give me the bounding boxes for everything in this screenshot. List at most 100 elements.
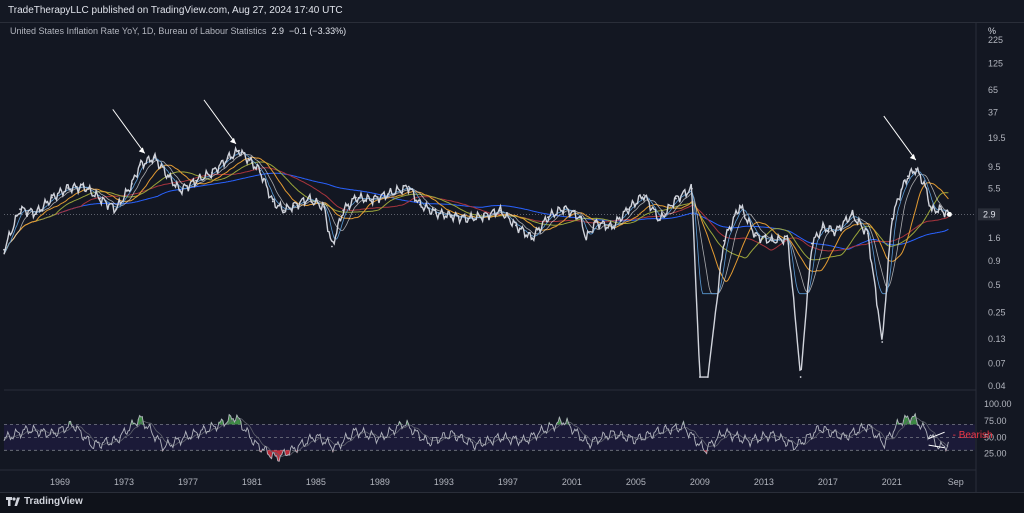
- tradingview-brand[interactable]: TradingView: [24, 496, 83, 507]
- x-tick-label: 1985: [306, 477, 326, 487]
- data-point: [139, 163, 141, 166]
- oscillator-tick-label: 50.00: [984, 432, 1007, 442]
- series-legend[interactable]: United States Inflation Rate YoY, 1D, Bu…: [10, 26, 346, 36]
- data-point: [810, 242, 813, 245]
- data-point: [850, 213, 853, 216]
- data-point: [881, 341, 884, 343]
- annotation-arrow-head: [138, 147, 145, 154]
- x-tick-label: 1993: [434, 477, 454, 487]
- data-point: [922, 181, 925, 184]
- data-point: [738, 204, 741, 207]
- data-point: [435, 212, 437, 214]
- data-point: [483, 214, 485, 217]
- x-tick-label: 1973: [114, 477, 134, 487]
- data-point: [259, 169, 261, 172]
- data-point: [292, 204, 295, 207]
- x-tick-label: 2017: [818, 477, 838, 487]
- y-tick-label: 0.04: [988, 381, 1006, 391]
- data-point: [594, 221, 597, 223]
- data-point: [251, 161, 253, 164]
- data-point: [585, 237, 588, 240]
- data-point: [115, 208, 117, 211]
- last-value: 2.9: [271, 26, 285, 36]
- data-point: [722, 239, 725, 242]
- current-value-tag: [978, 208, 1000, 221]
- x-tick-label: 1981: [242, 477, 262, 487]
- data-point: [900, 188, 903, 191]
- data-point: [822, 226, 824, 229]
- data-point: [153, 156, 156, 159]
- y-tick-label: 5.5: [988, 184, 1001, 194]
- data-point: [930, 209, 933, 212]
- y-tick-label: 65: [988, 85, 998, 95]
- data-point: [498, 209, 501, 212]
- data-point: [3, 248, 5, 251]
- change-value: −0.1 (−3.33%): [289, 26, 347, 36]
- data-point: [698, 376, 701, 378]
- y-tick-label: 0.5: [988, 280, 1001, 290]
- annotation-arrow-line: [112, 109, 146, 154]
- data-point: [195, 179, 197, 182]
- bearish-divergence-line: [928, 444, 945, 449]
- ma-mid-line: [3, 153, 949, 295]
- data-point: [690, 187, 693, 190]
- x-tick-label: 1989: [370, 477, 390, 487]
- x-tick-label: 2021: [882, 477, 902, 487]
- x-tick-label: 1997: [498, 477, 518, 487]
- bearish-divergence-line: [928, 431, 945, 440]
- current-value-label: 2.9: [983, 209, 996, 219]
- publish-bar: [0, 0, 1024, 23]
- annotation-arrow-head: [909, 154, 916, 161]
- x-tick-label: 1969: [50, 477, 70, 487]
- y-tick-label: 37: [988, 107, 998, 117]
- data-point: [642, 194, 645, 196]
- data-point: [211, 171, 213, 174]
- data-point: [131, 183, 133, 185]
- oscillator-tick-label: 100.00: [984, 399, 1012, 409]
- data-point: [754, 234, 757, 237]
- y-tick-label: 0.9: [988, 256, 1001, 266]
- oscillator-tick-label: 25.00: [984, 449, 1007, 459]
- data-point: [35, 212, 37, 214]
- x-tick-label: Sep: [948, 477, 964, 487]
- annotation-arrow-line: [883, 115, 917, 161]
- data-point: [770, 239, 773, 242]
- data-point: [799, 376, 802, 378]
- data-point: [342, 209, 345, 212]
- y-tick-label: 19.5: [988, 133, 1006, 143]
- ma-fast-line: [3, 151, 949, 295]
- data-point: [866, 232, 869, 235]
- data-point: [167, 175, 170, 178]
- data-point: [371, 198, 373, 201]
- data-point: [834, 230, 837, 233]
- data-point: [387, 193, 389, 196]
- data-point: [179, 189, 181, 192]
- data-point: [626, 208, 629, 211]
- data-point: [19, 208, 21, 211]
- data-point: [283, 209, 285, 212]
- data-point: [914, 168, 917, 170]
- data-point: [786, 237, 789, 240]
- data-point: [578, 216, 581, 219]
- ma-olive-line: [3, 161, 949, 261]
- data-point: [514, 224, 517, 227]
- oscillator-line: [3, 412, 949, 462]
- x-tick-label: 2013: [754, 477, 774, 487]
- data-point: [407, 185, 410, 188]
- data-point: [67, 187, 69, 189]
- publish-info: TradeTherapyLLC published on TradingView…: [8, 5, 343, 16]
- x-tick-label: 1977: [178, 477, 198, 487]
- footer-bar: [0, 492, 1024, 513]
- data-point: [610, 226, 613, 229]
- data-point: [674, 197, 677, 200]
- data-point: [938, 208, 941, 211]
- axis-unit-label[interactable]: %: [987, 26, 996, 36]
- data-point: [227, 157, 229, 160]
- data-point: [51, 196, 53, 199]
- x-tick-label: 2001: [562, 477, 582, 487]
- y-tick-label: 125: [988, 59, 1003, 69]
- data-point: [706, 376, 709, 378]
- data-point: [355, 196, 357, 199]
